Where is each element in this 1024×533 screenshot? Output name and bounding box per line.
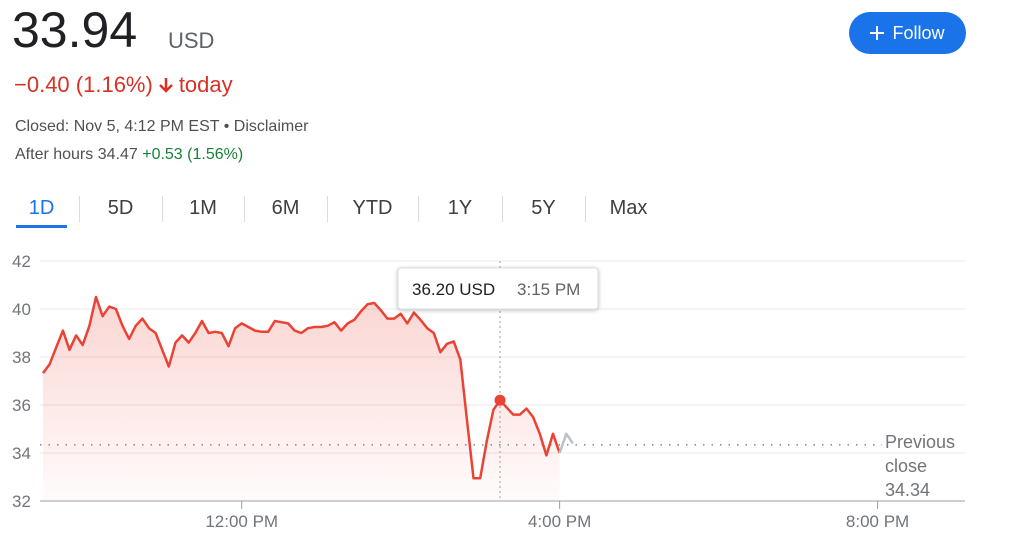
y-tick-label: 38 [12,348,31,367]
y-tick-label: 36 [12,396,31,415]
after-hours-row: After hours 34.47 +0.53 (1.56%) [15,146,243,164]
y-tick-label: 34 [12,444,31,463]
line [558,432,574,454]
y-tick-label: 40 [12,300,31,319]
price: 33.94 [12,2,138,58]
disclaimer[interactable]: Disclaimer [233,118,309,135]
tooltip-value: 36.20 USD [412,280,495,299]
tab[interactable]: 1D [16,190,67,228]
tab[interactable]: YTD [352,197,393,219]
status: Closed: Nov 5, 4:12 PM EST [15,118,220,135]
separator: • [223,118,230,135]
tooltip: 36.20 USD 3:15 PM [397,267,599,310]
plus-icon [870,26,885,40]
previous-close-value: 34.34 [885,480,931,500]
tooltip-box [397,267,599,310]
tab-separator [418,196,419,222]
tab-separator [162,196,163,222]
tab-separator [585,196,586,222]
after-hours-price: 34.47 [97,146,138,163]
line [41,295,561,480]
tab[interactable]: 5Y [531,197,556,219]
y-tick-label: 32 [12,492,31,511]
status-row: Closed: Nov 5, 4:12 PM EST • Disclaimer [15,118,308,136]
currency: USD [168,28,215,53]
area [43,297,560,501]
change-suffix: today [178,72,233,97]
follow-button[interactable]: Follow [849,12,966,54]
previous-close-box: Previous close 34.34 [885,430,970,502]
tooltip-dot [494,394,506,406]
tab-separator [244,196,245,222]
y-tick-label: 42 [12,252,31,271]
x-tick-label: 12:00 PM [205,512,278,531]
tab[interactable]: Max [609,197,648,219]
previous-close-label: Previous close [885,432,956,476]
x-tick-label: 8:00 PM [846,512,909,531]
follow-label: Follow [892,22,945,43]
tab[interactable]: 1M [189,197,217,219]
change-row: −0.40 (1.16%) today [14,72,233,98]
after-hours-change: +0.53 (1.56%) [142,146,244,163]
tooltip-time: 3:15 PM [517,280,580,299]
tab-separator [327,196,328,222]
after-hours-label: After hours [15,146,94,163]
tab-bar: 1D 5D 1M 6M YTD 1Y 5Y Max [0,190,1024,232]
tab-separator [502,196,503,222]
down-arrow [158,78,173,93]
change: −0.40 (1.16%) [14,72,153,97]
tab[interactable]: 6M [271,197,300,219]
x-tick-label: 4:00 PM [528,512,591,531]
tab[interactable]: 5D [107,197,134,219]
tab-separator [79,196,80,222]
tab[interactable]: 1Y [447,197,473,219]
